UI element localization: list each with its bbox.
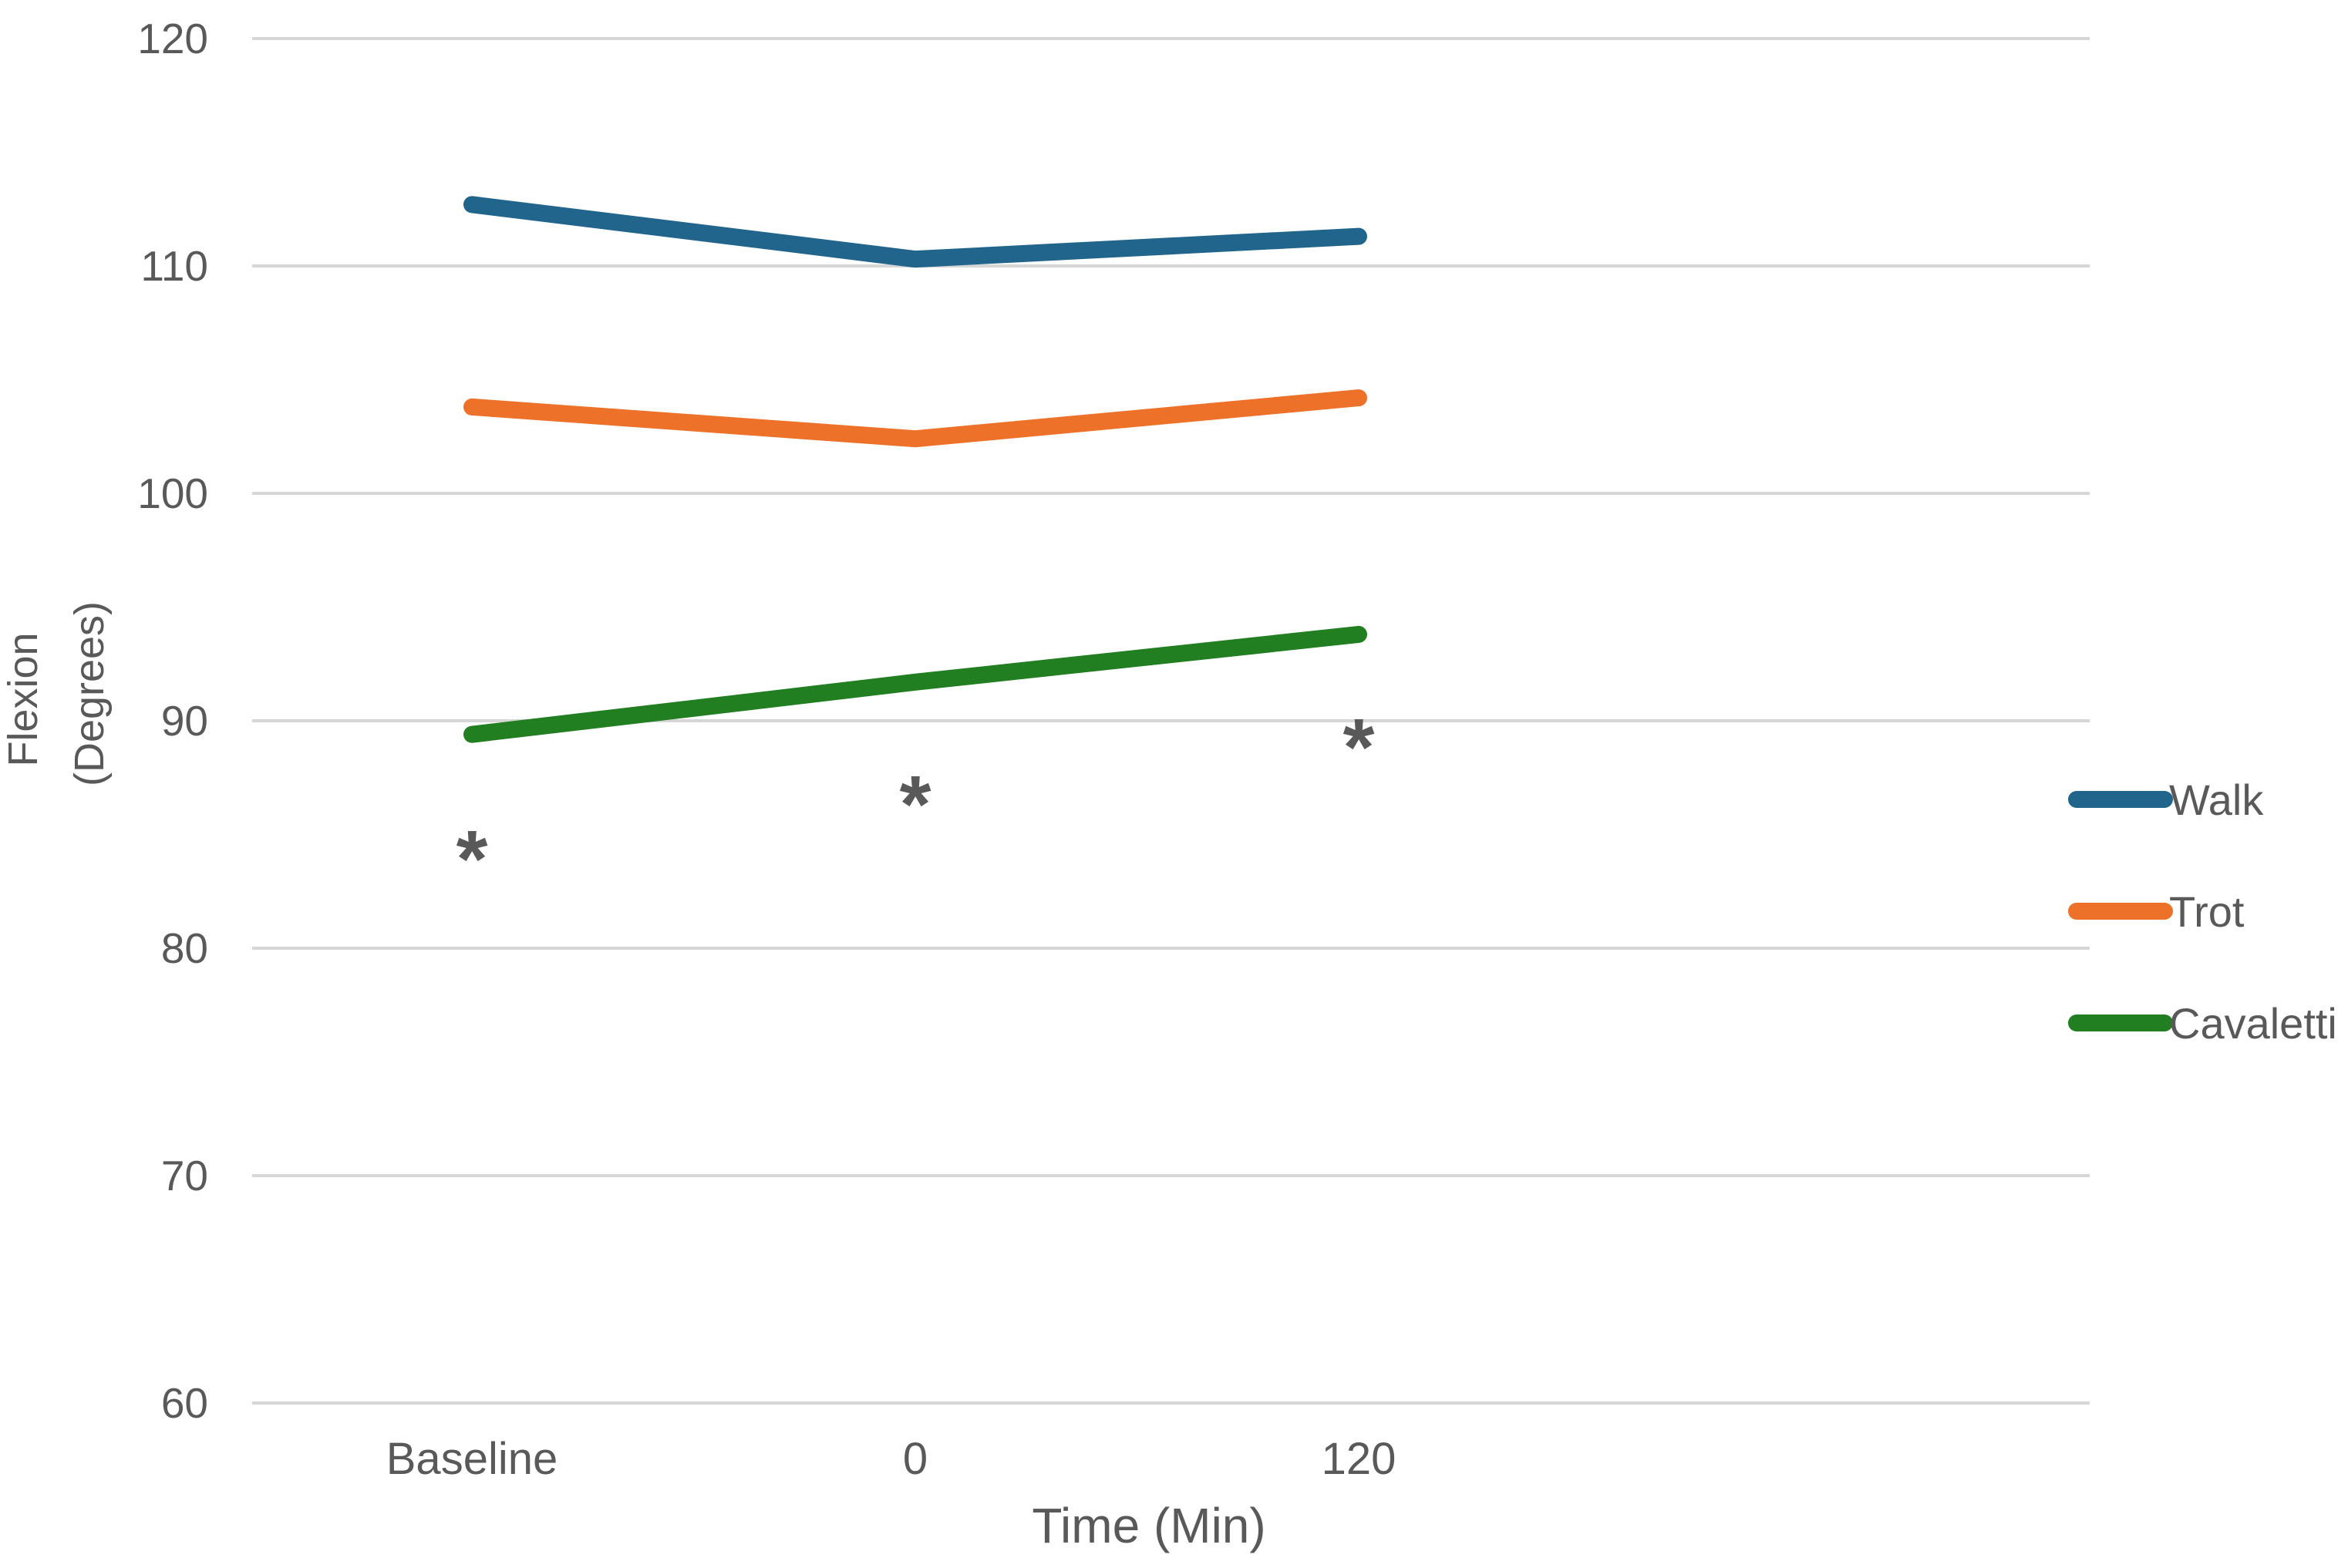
x-axis-tick-labels: Baseline 0 120 xyxy=(386,1434,1396,1484)
asterisk-0: * xyxy=(900,759,931,850)
y-tick-label-60: 60 xyxy=(161,1379,208,1427)
y-axis-title-line2: (Degrees) xyxy=(66,601,113,786)
x-axis-title: Time (Min) xyxy=(1032,1498,1265,1553)
y-axis-title-line1: Flexion xyxy=(0,632,46,766)
x-tick-label-baseline: Baseline xyxy=(386,1434,558,1484)
asterisk-baseline: * xyxy=(456,814,488,904)
y-tick-label-70: 70 xyxy=(161,1152,208,1200)
y-axis-tick-labels: 120 110 100 90 80 70 60 xyxy=(137,15,208,1427)
series-line-trot xyxy=(463,389,1367,448)
series-lines xyxy=(463,196,1367,743)
legend-item-trot: Trot xyxy=(2068,887,2245,936)
legend-label-cavaletti: Cavaletti xyxy=(2169,999,2337,1048)
y-tick-label-80: 80 xyxy=(161,924,208,972)
y-tick-label-110: 110 xyxy=(140,242,208,290)
y-axis-title: Flexion (Degrees) xyxy=(0,601,113,786)
svg-text:Flexion (Degrees): Flexion (Degrees) xyxy=(0,601,113,786)
y-tick-label-90: 90 xyxy=(161,697,208,745)
significance-asterisks: * * * xyxy=(456,702,1375,904)
legend-label-trot: Trot xyxy=(2169,887,2245,936)
x-tick-label-120: 120 xyxy=(1322,1434,1396,1484)
y-tick-label-100: 100 xyxy=(137,469,208,517)
asterisk-120: * xyxy=(1343,702,1375,792)
y-tick-label-120: 120 xyxy=(137,15,208,62)
legend-label-walk: Walk xyxy=(2169,776,2264,824)
legend-item-walk: Walk xyxy=(2068,776,2264,824)
series-line-cavaletti xyxy=(463,625,1367,743)
series-line-walk xyxy=(463,196,1367,268)
legend: Walk Trot Cavaletti xyxy=(2068,776,2337,1048)
legend-item-cavaletti: Cavaletti xyxy=(2068,999,2337,1048)
x-tick-label-0: 0 xyxy=(903,1434,928,1484)
